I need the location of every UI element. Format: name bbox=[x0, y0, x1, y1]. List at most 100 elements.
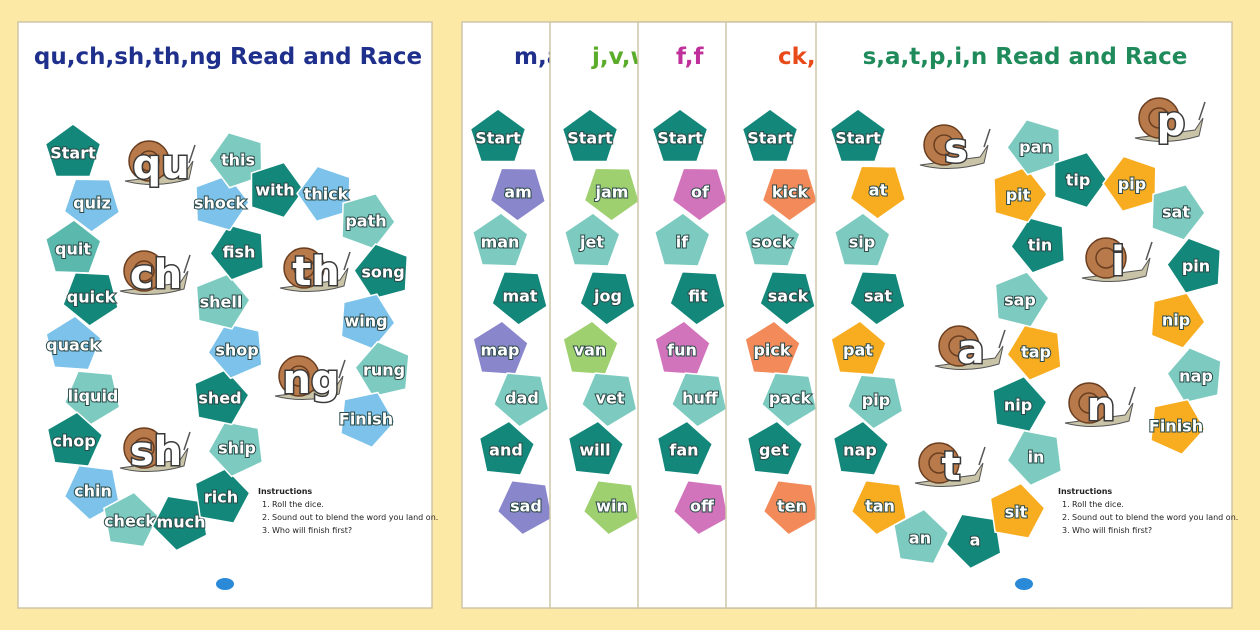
snail: th bbox=[279, 247, 351, 297]
snail-letters: n bbox=[1087, 384, 1115, 430]
board-space-label: shop bbox=[215, 341, 258, 360]
board-space bbox=[579, 270, 636, 326]
instruction-number: 3. bbox=[262, 526, 270, 535]
board-space-label: rich bbox=[204, 488, 238, 507]
board-space-label: tap bbox=[1021, 343, 1051, 362]
board-space-label: Start bbox=[835, 129, 881, 148]
snail-shell bbox=[123, 427, 165, 469]
snail-antenna bbox=[983, 128, 991, 148]
board-space-label: kick bbox=[772, 183, 809, 202]
snail-body bbox=[934, 345, 1004, 371]
snail-body bbox=[1134, 117, 1204, 143]
snail-antenna bbox=[1128, 386, 1136, 406]
snail-body bbox=[119, 447, 189, 473]
board-space-label: sap bbox=[1004, 291, 1036, 310]
instruction-number: 3. bbox=[1062, 526, 1070, 535]
sheet-title: f,f bbox=[676, 44, 704, 70]
board-space bbox=[194, 368, 250, 426]
board-space-label: van bbox=[574, 341, 607, 360]
snail: a bbox=[934, 325, 1006, 375]
snail-spiral bbox=[288, 365, 310, 387]
snail-body bbox=[124, 160, 194, 186]
snail-spiral bbox=[1095, 247, 1117, 269]
board-space bbox=[1166, 237, 1222, 294]
board-space bbox=[1151, 183, 1206, 241]
snail-antenna bbox=[183, 431, 191, 451]
board-space bbox=[893, 508, 950, 565]
board-space-label: pat bbox=[843, 341, 873, 360]
snail-shell bbox=[1138, 97, 1180, 139]
snail-body bbox=[1064, 402, 1134, 428]
board-space-label: sack bbox=[768, 287, 809, 306]
board-space-label: pick bbox=[753, 341, 790, 360]
board-space bbox=[562, 320, 619, 376]
board-space-label: tan bbox=[865, 497, 895, 516]
board-space bbox=[103, 491, 160, 548]
snail-antenna bbox=[188, 144, 196, 164]
board-space bbox=[151, 495, 208, 552]
snail-letters: s bbox=[944, 126, 968, 172]
snail-letters: p bbox=[1157, 99, 1186, 145]
board-space-label: shock bbox=[194, 194, 246, 213]
board-space-label: mat bbox=[502, 287, 537, 306]
board-space-label: liquid bbox=[68, 387, 119, 406]
board-space-label: an bbox=[909, 529, 931, 548]
board-space-label: path bbox=[345, 212, 386, 231]
board-space-label: if bbox=[676, 233, 689, 252]
board-space bbox=[1006, 118, 1061, 176]
snail-shell bbox=[938, 325, 980, 367]
snail-spiral bbox=[948, 335, 970, 357]
board-space bbox=[63, 464, 121, 521]
board-space bbox=[829, 108, 887, 163]
snail-letters: ng bbox=[282, 357, 339, 403]
board-space-label: pan bbox=[1019, 138, 1053, 157]
instruction-text: Sound out to blend the word you land on. bbox=[272, 513, 438, 522]
snail-body bbox=[279, 267, 349, 293]
snail-spiral bbox=[133, 437, 155, 459]
snail-spiral bbox=[933, 134, 955, 156]
board-space bbox=[340, 391, 396, 449]
board-space bbox=[46, 411, 104, 467]
board-space bbox=[489, 167, 547, 222]
board-space-label: Start bbox=[747, 129, 793, 148]
board-space-label: vet bbox=[596, 389, 625, 408]
instruction-text: Who will finish first? bbox=[1072, 526, 1152, 535]
snail-antenna bbox=[338, 359, 346, 379]
board-space-label: Finish bbox=[1149, 417, 1203, 436]
board-space bbox=[45, 315, 102, 371]
snail-shell bbox=[128, 140, 170, 182]
board-space-label: sat bbox=[1162, 203, 1190, 222]
board-space bbox=[62, 271, 119, 327]
board-space-label: Finish bbox=[339, 410, 393, 429]
board-space-label: much bbox=[157, 513, 206, 532]
board-space bbox=[492, 372, 550, 428]
board-space-label: nap bbox=[843, 441, 877, 460]
sheet: qu,ch,sh,th,ng Read and Race Start quiz qui… bbox=[17, 21, 438, 609]
board-space bbox=[582, 479, 640, 536]
board-space-label: Start bbox=[475, 129, 521, 148]
board-space bbox=[567, 420, 625, 476]
snail: t bbox=[914, 442, 986, 492]
snail: sh bbox=[119, 427, 191, 477]
board-space bbox=[471, 212, 529, 267]
board-space bbox=[849, 165, 907, 220]
board-space-label: chin bbox=[74, 482, 112, 501]
instructions-heading: Instructions bbox=[1058, 487, 1112, 496]
board-space bbox=[341, 192, 396, 250]
board-space-label: fan bbox=[669, 441, 698, 460]
board-space-label: shed bbox=[198, 389, 241, 408]
board-space-label: will bbox=[579, 441, 610, 460]
snail-spiral bbox=[138, 150, 160, 172]
board-space-label: song bbox=[361, 263, 404, 282]
snail-letters: th bbox=[292, 249, 340, 295]
snail-letters: ch bbox=[130, 252, 182, 298]
instruction-text: Sound out to blend the word you land on. bbox=[1072, 513, 1238, 522]
board-space-label: Start bbox=[657, 129, 703, 148]
board-space bbox=[653, 212, 711, 267]
snail: qu bbox=[124, 140, 196, 190]
instructions-heading: Instructions bbox=[258, 487, 312, 496]
sheet-title: s,a,t,p,i,n Read and Race bbox=[863, 44, 1188, 70]
board-space-label: shell bbox=[200, 293, 243, 312]
board-space-label: pin bbox=[1182, 257, 1210, 276]
snail: ch bbox=[119, 250, 191, 300]
